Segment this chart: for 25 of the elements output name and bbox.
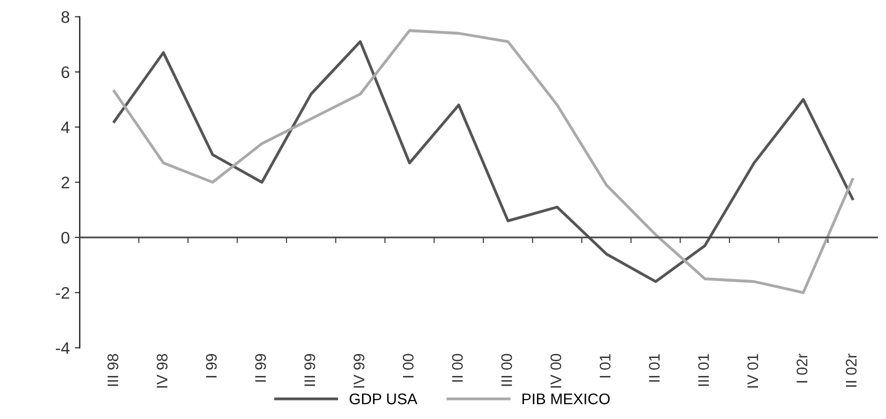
legend-label: PIB MEXICO <box>522 394 610 404</box>
x-tick-label: IV 00 <box>550 354 562 388</box>
x-tick-label: I 01 <box>600 354 611 378</box>
x-tick-label: IV 99 <box>354 354 364 388</box>
x-tick-label: III 00 <box>501 354 512 386</box>
x-tick-label: I 99 <box>206 354 217 378</box>
x-tick-label: III 01 <box>698 354 709 386</box>
y-tick-label: 0 <box>61 232 70 244</box>
legend-label: GDP USA <box>350 394 418 404</box>
x-tick-label: II 99 <box>255 354 266 382</box>
y-tick-label: 6 <box>62 66 70 78</box>
y-tick-label: 2 <box>62 176 70 188</box>
x-tick-label: II 01 <box>648 354 660 382</box>
x-tick-label: II 00 <box>452 354 463 382</box>
y-tick-label: 4 <box>61 122 70 134</box>
x-tick-label: III 99 <box>304 354 316 386</box>
x-tick-label: I 02r <box>796 354 808 382</box>
y-tick-label: -2 <box>56 287 70 299</box>
y-tick-label: 8 <box>61 11 70 23</box>
x-tick-label: II 02r <box>846 354 857 387</box>
y-tick-label: -4 <box>56 342 70 354</box>
x-tick-label: I 00 <box>402 354 414 378</box>
x-tick-label: III 98 <box>107 354 118 386</box>
x-tick-label: IV 01 <box>747 354 758 388</box>
x-tick-label: IV 98 <box>156 354 168 388</box>
